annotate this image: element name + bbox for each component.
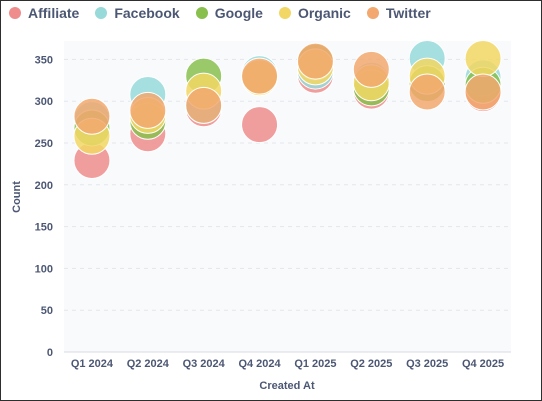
bubble-twitter	[73, 97, 111, 135]
legend-label-google: Google	[214, 5, 263, 21]
x-tick-label: Q1 2024	[71, 358, 114, 370]
legend-label-affiliate: Affiliate	[28, 5, 80, 21]
y-tick-label: 350	[35, 54, 53, 66]
legend-swatch-twitter	[366, 7, 379, 19]
y-tick-label: 100	[35, 263, 53, 275]
legend-item-twitter[interactable]: Twitter	[366, 5, 431, 21]
x-tick-label: Q2 2025	[350, 358, 392, 370]
legend-item-affiliate[interactable]: Affiliate	[9, 5, 79, 21]
bubble-twitter	[185, 86, 223, 124]
x-axis-ticks: Q1 2024 Q2 2024 Q3 2024 Q4 2024 Q1 2025 Q2 20…	[71, 358, 504, 370]
y-axis-ticks: 0 50 100 150 200 250 300 350	[35, 54, 53, 359]
x-tick-label: Q1 2025	[294, 358, 336, 370]
bubble-affiliate	[241, 106, 279, 144]
legend-item-google[interactable]: Google	[195, 5, 263, 21]
bubble-organic	[464, 40, 502, 78]
x-axis-label: Created At	[259, 380, 315, 392]
legend-swatch-google	[195, 7, 208, 19]
y-tick-label: 200	[35, 180, 53, 192]
bubble-twitter	[296, 42, 334, 80]
bubble-twitter	[464, 73, 502, 111]
y-tick-label: 50	[41, 305, 53, 317]
bubble-twitter	[129, 91, 167, 129]
legend-swatch-facebook	[95, 7, 108, 19]
y-tick-label: 300	[35, 96, 53, 108]
legend: Affiliate Facebook Google Organic Twitte…	[9, 5, 447, 21]
legend-swatch-affiliate	[9, 7, 21, 19]
legend-swatch-organic	[278, 7, 291, 19]
x-tick-label: Q3 2025	[406, 358, 448, 370]
y-tick-label: 150	[35, 222, 53, 234]
bubble-twitter	[408, 73, 446, 111]
bubbles	[73, 40, 502, 180]
y-tick-label: 0	[47, 347, 53, 359]
legend-item-facebook[interactable]: Facebook	[95, 5, 180, 21]
x-tick-label: Q4 2024	[238, 358, 281, 370]
legend-label-facebook: Facebook	[114, 5, 180, 21]
y-axis-label: Count	[11, 181, 23, 213]
x-tick-label: Q4 2025	[462, 358, 504, 370]
bubble-twitter	[352, 50, 390, 88]
legend-label-organic: Organic	[297, 5, 351, 21]
legend-label-twitter: Twitter	[385, 5, 431, 21]
y-tick-label: 250	[35, 138, 53, 150]
legend-item-organic[interactable]: Organic	[278, 5, 351, 21]
x-tick-label: Q3 2024	[183, 358, 226, 370]
x-tick-label: Q2 2024	[127, 358, 170, 370]
bubble-twitter	[241, 57, 279, 95]
